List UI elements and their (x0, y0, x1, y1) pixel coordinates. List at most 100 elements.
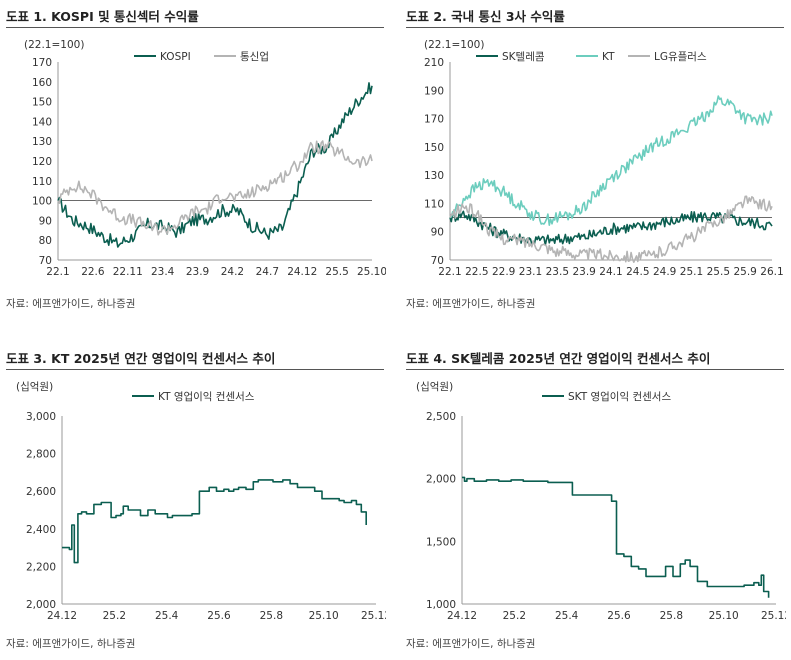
y-tick-label: 120 (32, 156, 52, 168)
series-line-2 (57, 140, 373, 236)
title-rule (6, 27, 384, 28)
y-tick-label: 160 (32, 77, 52, 89)
x-tick-label: 25.8 (260, 610, 283, 622)
x-tick-label: 25.4 (555, 610, 579, 622)
x-tick-label: 25.10 (709, 610, 739, 622)
x-tick-label: 25.5 (707, 266, 730, 278)
x-tick-label: 22.9 (492, 266, 515, 278)
x-tick-label: 24.12 (447, 610, 477, 622)
x-tick-label: 24.2 (221, 266, 244, 278)
x-tick-label: 24.12 (287, 266, 317, 278)
source-note: 자료: 에프앤가이드, 하나증권 (6, 638, 136, 650)
x-tick-label: 25.4 (155, 610, 179, 622)
y-tick-label: 170 (32, 57, 52, 69)
y-tick-label: 190 (424, 85, 444, 97)
kospi-telecom-chart: (22.1=100) 70 80 90 100 110 120 130 140 150 160 170… (24, 39, 386, 278)
unit-label: (십억원) (416, 381, 453, 393)
y-tick-label: 130 (424, 170, 444, 182)
y-tick-label: 2,200 (26, 561, 56, 573)
x-tick-label: 24.9 (653, 266, 676, 278)
y-tick-label: 140 (32, 116, 52, 128)
y-tick-label: 2,500 (426, 411, 456, 423)
y-tick-label: 130 (32, 136, 52, 148)
skt-consensus-chart: (십억원) 1,000 1,500 2,000 2,500 24.12 25.2 25.4 25… (416, 381, 786, 622)
unit-label: (십억원) (16, 381, 53, 393)
title-rule (6, 369, 384, 370)
title-rule (406, 369, 784, 370)
kt-consensus-chart: (십억원) 2,000 2,200 2,400 2,600 2,800 3,000 24.12… (16, 381, 386, 622)
legend-label: SKT 영업이익 컨센서스 (568, 390, 671, 403)
x-tick-label: 25.1 (680, 266, 703, 278)
legend-label: 통신업 (240, 50, 269, 63)
legend-label: KT (602, 51, 615, 63)
y-tick-label: 150 (32, 97, 52, 109)
series-line-1 (62, 479, 367, 564)
y-tick-label: 1,000 (426, 599, 456, 611)
y-tick-label: 2,000 (426, 474, 456, 486)
x-tick-label: 25.12 (361, 610, 386, 622)
source-note: 자료: 에프앤가이드, 하나증권 (406, 298, 536, 310)
x-tick-label: 22.1 (46, 266, 69, 278)
x-tick-label: 24.1 (599, 266, 622, 278)
x-tick-label: 22.1 (438, 266, 461, 278)
x-tick-label: 24.5 (626, 266, 649, 278)
y-tick-label: 90 (431, 227, 444, 239)
y-tick-label: 100 (32, 196, 52, 208)
x-tick-label: 25.6 (607, 610, 631, 622)
y-tick-label: 70 (39, 255, 52, 267)
y-tick-label: 150 (424, 142, 444, 154)
chart-title: 도표 2. 국내 통신 3사 수익률 (406, 9, 565, 24)
x-tick-label: 23.4 (151, 266, 175, 278)
y-tick-label: 3,000 (26, 411, 56, 423)
series-line-3 (449, 195, 773, 263)
y-tick-label: 210 (424, 57, 444, 69)
source-note: 자료: 에프앤가이드, 하나증권 (6, 298, 136, 310)
x-tick-label: 25.10 (357, 266, 386, 278)
x-tick-label: 25.2 (503, 610, 526, 622)
y-tick-label: 70 (431, 255, 444, 267)
y-tick-label: 2,600 (26, 486, 56, 498)
chart-title: 도표 3. KT 2025년 연간 영업이익 컨센서스 추이 (6, 351, 276, 366)
telecom-three-chart: (22.1=100) 70 90 110 130 150 170 190 210 22.1 22.5… (424, 39, 784, 278)
x-tick-label: 23.5 (546, 266, 569, 278)
y-tick-label: 110 (424, 198, 444, 210)
x-tick-label: 25.10 (309, 610, 339, 622)
legend-label: LG유플러스 (654, 51, 707, 63)
title-rule (406, 27, 784, 28)
x-tick-label: 25.9 (733, 266, 756, 278)
series-line-1 (462, 476, 770, 598)
x-tick-label: 26.1 (760, 266, 783, 278)
y-tick-label: 2,800 (26, 449, 56, 461)
source-note: 자료: 에프앤가이드, 하나증권 (406, 638, 536, 650)
legend-label: KOSPI (160, 51, 191, 63)
x-tick-label: 23.1 (519, 266, 542, 278)
chart-title: 도표 4. SK텔레콤 2025년 연간 영업이익 컨센서스 추이 (406, 351, 711, 366)
y-tick-label: 170 (424, 114, 444, 126)
y-tick-label: 110 (32, 176, 52, 188)
x-tick-label: 24.12 (47, 610, 77, 622)
x-tick-label: 22.5 (465, 266, 488, 278)
y-tick-label: 1,500 (426, 536, 456, 548)
x-tick-label: 25.6 (207, 610, 231, 622)
x-tick-label: 22.11 (113, 266, 143, 278)
x-tick-label: 25.12 (761, 610, 786, 622)
unit-label: (22.1=100) (24, 39, 84, 51)
y-tick-label: 90 (39, 215, 52, 227)
x-tick-label: 25.2 (103, 610, 126, 622)
x-tick-label: 25.5 (325, 266, 348, 278)
unit-label: (22.1=100) (424, 39, 484, 51)
y-tick-label: 2,400 (26, 524, 56, 536)
x-tick-label: 22.6 (81, 266, 105, 278)
series-line-2 (449, 95, 773, 226)
y-tick-label: 2,000 (26, 599, 56, 611)
series-line-1 (57, 82, 373, 248)
legend-label: KT 영업이익 컨센서스 (158, 390, 255, 403)
x-tick-label: 24.7 (256, 266, 279, 278)
x-tick-label: 23.9 (186, 266, 209, 278)
legend-label: SK텔레콤 (502, 51, 545, 63)
x-tick-label: 25.8 (660, 610, 683, 622)
x-tick-label: 23.9 (572, 266, 595, 278)
series-line-1 (449, 210, 773, 246)
chart-title: 도표 1. KOSPI 및 통신섹터 수익률 (6, 9, 199, 24)
y-tick-label: 80 (39, 235, 52, 247)
